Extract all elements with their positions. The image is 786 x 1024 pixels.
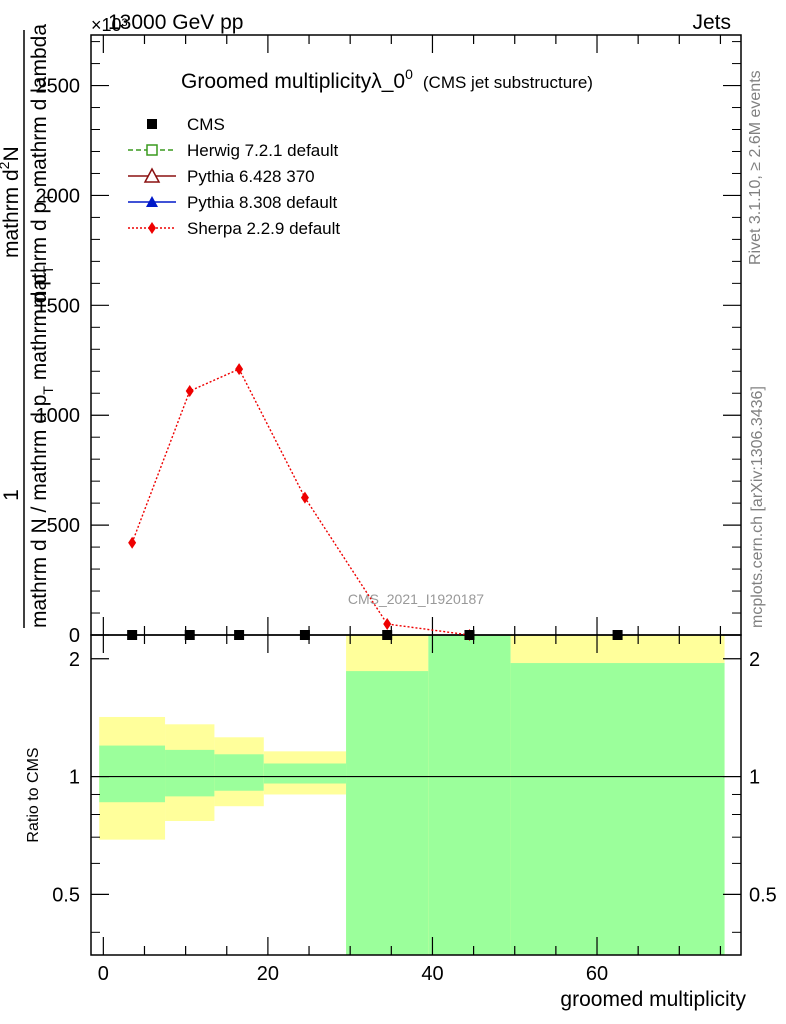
chart-title-sup: 0	[405, 66, 413, 82]
exponent-label: ×10³	[91, 15, 128, 35]
main-ytick-label-3: 1500	[36, 295, 81, 317]
ylabel-right-sup: 2	[0, 161, 12, 169]
cms-point-6	[612, 630, 623, 640]
cms-point-4	[382, 630, 393, 640]
chart-title-main: Groomed multiplicityλ_0	[181, 70, 405, 93]
cms-point-1	[184, 630, 195, 640]
main-ylabel-denominator: mathrm d N / mathrm d pT mathrm d pT	[28, 265, 56, 628]
ylabel-denominator-tail-sub: T	[40, 265, 56, 274]
legend-sherpa-2-2-9-default-marker	[148, 222, 156, 234]
rivet-label: Rivet 3.1.10, ≥ 2.6M events	[747, 70, 764, 265]
legend-cms-label: CMS	[187, 115, 225, 134]
cms-point-5	[464, 630, 475, 640]
ylabel-denominator-tail: mathrm d p	[28, 274, 51, 386]
ratio-xtick-label-3: 60	[586, 963, 608, 985]
ratio-xlabel: groomed multiplicity	[560, 988, 746, 1011]
ylabel-denominator-text: mathrm d N / mathrm d p	[28, 395, 51, 628]
ratio-ytick-label-right-0: 0.5	[749, 884, 777, 906]
ratio-band-inner-0	[99, 745, 166, 803]
sherpa-point-3	[300, 491, 309, 504]
chart-subtitle: (CMS jet substructure)	[423, 73, 593, 92]
main-ytick-label-5: 2500	[36, 76, 81, 98]
sherpa-point-4	[383, 618, 392, 631]
process-label: Jets	[692, 11, 731, 34]
main-ytick-label-1: 500	[47, 515, 80, 537]
ratio-bands	[99, 635, 725, 955]
sherpa-point-2	[235, 363, 244, 376]
ratio-xtick-label-2: 40	[421, 963, 443, 985]
legend-sherpa-2-2-9-default-label: Sherpa 2.2.9 default	[187, 219, 340, 238]
legend-pythia-8-308-default-marker	[146, 196, 158, 207]
legend-pythia-6-428-370-marker	[143, 167, 161, 183]
ratio-band-inner-6	[510, 663, 725, 955]
main-ylabel-numerator: 1	[0, 489, 23, 501]
main-ylabel: 1 mathrm d N / mathrm d pT mathrm d pT m…	[0, 24, 56, 628]
analysis-watermark: CMS_2021_I1920187	[348, 591, 484, 607]
legend-herwig-7-2-1-default-marker	[146, 144, 158, 156]
cms-point-2	[234, 630, 245, 640]
ylabel-right2-tail: mathrm d lambda	[28, 24, 51, 194]
main-ylabel-right-top: mathrm d2N	[0, 146, 23, 258]
cms-point-0	[127, 630, 138, 640]
legend-cms-marker	[147, 119, 157, 129]
main-ytick-label-2: 1000	[36, 405, 81, 427]
ratio-ytick-label-0: 0.5	[52, 884, 80, 906]
cms-point-3	[299, 630, 310, 640]
ratio-xtick-label-0: 0	[98, 963, 109, 985]
main-ytick-label-0: 0	[69, 625, 80, 647]
sherpa-point-0	[128, 536, 137, 549]
energy-label: 13000 GeV pp	[108, 11, 243, 34]
ylabel-denominator-sub: T	[40, 386, 56, 395]
chart-title: Groomed multiplicityλ_00 (CMS jet substru…	[181, 66, 593, 93]
mcplots-label: mcplots.cern.ch [arXiv:1306.3436]	[749, 386, 766, 628]
ratio-band-inner-3	[263, 763, 347, 784]
main-ytick-label-4: 2000	[36, 185, 81, 207]
ratio-band-inner-4	[346, 671, 429, 955]
ratio-xtick-label-1: 20	[257, 963, 279, 985]
ratio-ytick-label-right-2: 2	[749, 649, 760, 671]
sherpa-point-1	[185, 385, 194, 398]
ylabel-right-text: mathrm d	[0, 169, 23, 258]
ratio-ytick-label-1: 1	[69, 767, 80, 789]
ylabel-right-tail: N	[0, 146, 23, 161]
ylabel-right2-sub: T	[40, 193, 56, 202]
legend-pythia-6-428-370-label: Pythia 6.428 370	[187, 167, 315, 186]
sherpa-line	[131, 368, 470, 636]
main-panel-border	[90, 34, 742, 636]
main-ylabel-right-bottom: mathrm d pT mathrm d lambda	[28, 24, 56, 308]
legend-herwig-7-2-1-default-label: Herwig 7.2.1 default	[187, 141, 338, 160]
ylabel-right2-text: mathrm d p	[28, 202, 51, 308]
ratio-band-inner-1	[165, 749, 215, 797]
ratio-ytick-label-right-1: 1	[749, 767, 760, 789]
legend-pythia-8-308-default-label: Pythia 8.308 default	[187, 193, 338, 212]
legend: CMS Herwig 7.2.1 default Pythia 6.428 370 P…	[128, 115, 340, 238]
main-frame: 0 500 1000 1500 2000 2500	[36, 34, 742, 647]
main-series	[127, 363, 623, 641]
ratio-ytick-label-2: 2	[69, 649, 80, 671]
ratio-band-inner-5	[428, 635, 511, 955]
ratio-ylabel: Ratio to CMS	[25, 747, 42, 842]
ratio-band-inner-2	[214, 754, 264, 791]
